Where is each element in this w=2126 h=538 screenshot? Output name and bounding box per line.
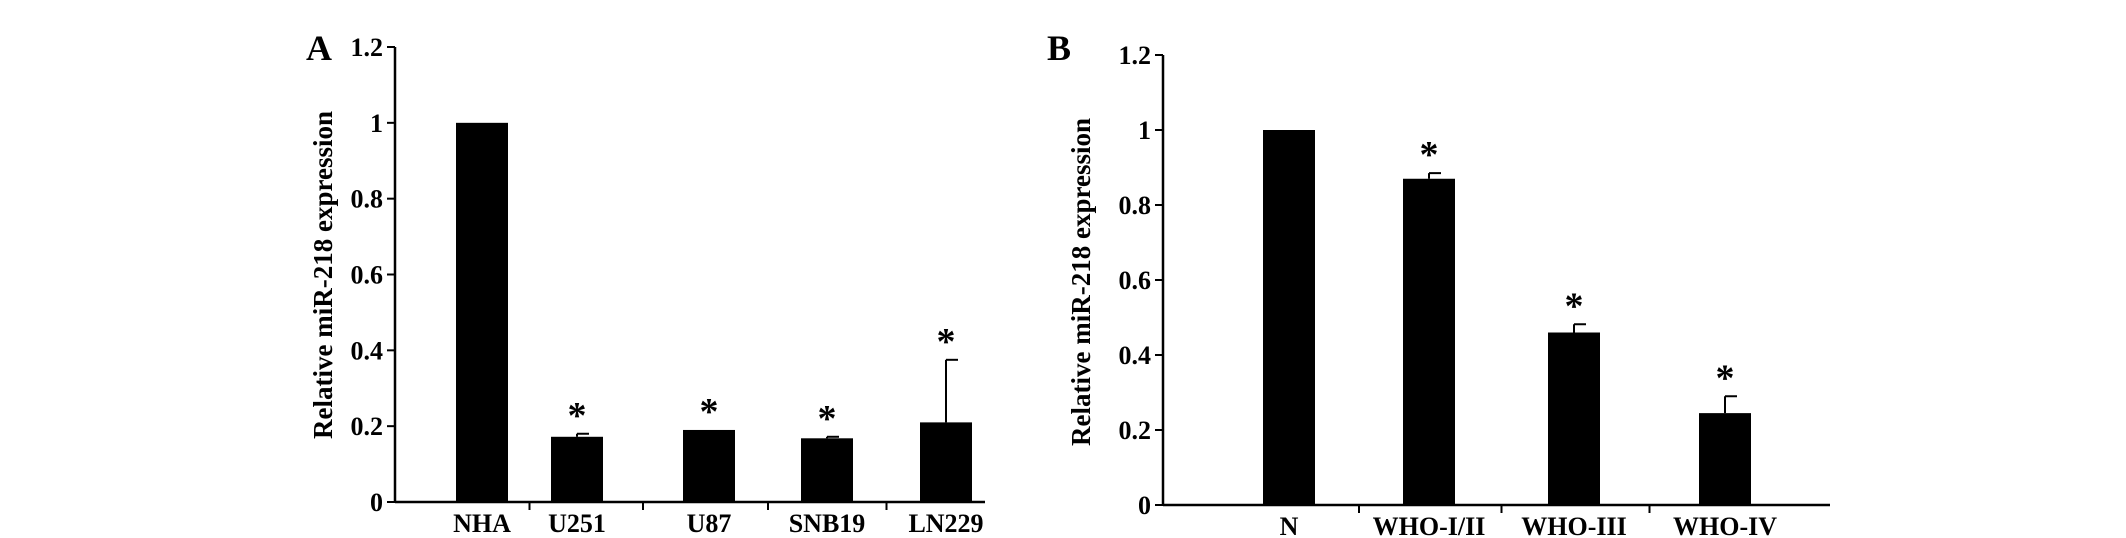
significance-mark: *: [1565, 285, 1584, 327]
x-tick-label: NHA: [453, 509, 511, 538]
bar-who-i-ii: [1403, 178, 1455, 505]
x-tick-label: U87: [687, 509, 732, 538]
y-tick-label: 0.8: [1119, 191, 1152, 220]
y-tick-label: 0: [370, 488, 383, 517]
bar-nha: [456, 122, 508, 502]
x-tick-label: WHO-IV: [1673, 512, 1777, 538]
y-tick-label: 0.8: [351, 185, 384, 214]
y-tick-label: 1.2: [351, 33, 384, 62]
y-axis-title: Relative miR-218 expression: [308, 111, 338, 439]
y-tick-label: 0.6: [1119, 266, 1152, 295]
y-tick-label: 0.2: [1119, 416, 1152, 445]
bar-u251: [551, 436, 603, 502]
chart-panel-b: B Relative miR-218 expression 0 0.2 0.4 0.6 0.…: [1047, 28, 1830, 538]
bar-snb19: [801, 438, 853, 502]
y-axis-title: Relative miR-218 expression: [1066, 118, 1096, 446]
x-tick-label: LN229: [908, 509, 983, 538]
y-tick-label: 0.2: [351, 412, 384, 441]
significance-mark: *: [1716, 357, 1735, 399]
y-tick-label: 0.4: [351, 336, 384, 365]
panel-letter: B: [1047, 28, 1071, 68]
bar-who-iv: [1699, 413, 1751, 505]
bar-n: [1263, 130, 1315, 505]
significance-mark: *: [937, 321, 956, 363]
bar-u87: [683, 429, 735, 502]
significance-mark: *: [818, 398, 837, 440]
y-tick-label: 0.6: [351, 261, 384, 290]
y-tick-label: 1: [370, 109, 383, 138]
panel-letter: A: [306, 28, 332, 68]
bar-who-iii: [1548, 332, 1600, 505]
x-tick-label: N: [1280, 512, 1299, 538]
x-tick-label: WHO-III: [1521, 512, 1626, 538]
x-tick-label: WHO-I/II: [1373, 512, 1486, 538]
y-tick-label: 1.2: [1119, 41, 1152, 70]
y-tick-label: 0: [1138, 491, 1151, 520]
x-tick-label: SNB19: [789, 509, 866, 538]
x-tick-label: U251: [548, 509, 606, 538]
chart-panel-a: A Relative miR-218 expression 0 0.2 0.4 0.6 0.…: [306, 28, 985, 538]
significance-mark: *: [568, 395, 587, 437]
significance-mark: *: [1420, 134, 1439, 176]
significance-mark: *: [700, 391, 719, 433]
y-tick-label: 1: [1138, 116, 1151, 145]
bar-ln229: [920, 422, 972, 502]
y-tick-label: 0.4: [1119, 341, 1152, 370]
